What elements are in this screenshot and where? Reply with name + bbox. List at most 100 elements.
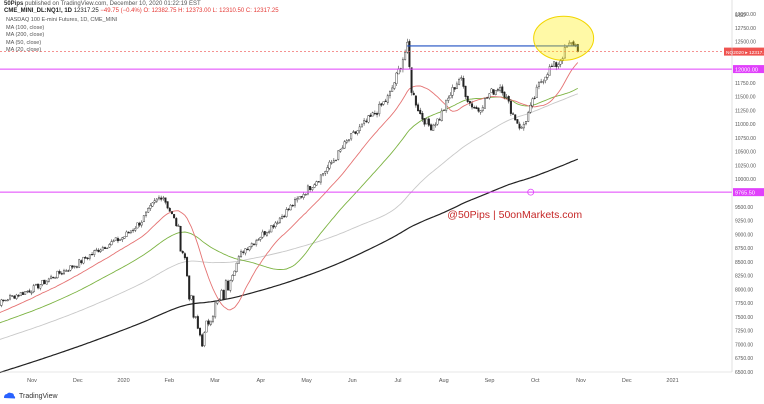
legend-ma-20[interactable]: MA (20, close) xyxy=(6,47,42,54)
candle-body xyxy=(436,118,439,125)
candle-body xyxy=(533,97,536,99)
candle-body xyxy=(30,292,33,294)
candle-body xyxy=(442,109,445,112)
annotation-text[interactable]: @50Pips | 50onMarkets.com xyxy=(447,209,582,221)
price-tick-label: 6500.00 xyxy=(735,370,753,376)
candle-body xyxy=(492,89,495,95)
candle-body xyxy=(386,95,389,103)
candle-body xyxy=(354,131,357,134)
candle-body xyxy=(82,256,85,264)
candle-body xyxy=(302,194,305,198)
price-tick-label: 8000.00 xyxy=(735,287,753,293)
candle-body xyxy=(503,91,506,98)
tradingview-logo-icon xyxy=(4,392,16,399)
legend-ma-100[interactable]: MA (100, close) xyxy=(6,24,45,31)
level-price-text: 9765.50 xyxy=(735,191,755,197)
time-tick-label: Sep xyxy=(485,378,495,384)
time-tick-label: Apr xyxy=(256,378,265,384)
candle-body xyxy=(531,98,534,107)
candle-body xyxy=(363,120,366,124)
plot-area[interactable] xyxy=(0,14,732,372)
candle-body xyxy=(311,187,314,191)
candle-body xyxy=(475,106,478,109)
candle-body xyxy=(291,205,294,207)
highlight-ellipse[interactable] xyxy=(533,15,595,61)
candle-body xyxy=(119,238,122,241)
candle-body xyxy=(220,290,223,301)
candle-body xyxy=(527,112,530,122)
candle-body xyxy=(147,207,150,213)
price-tick-label: 12750.00 xyxy=(735,26,756,32)
price-tick-label: 10750.00 xyxy=(735,136,756,142)
candle-body xyxy=(173,214,176,219)
candle-body xyxy=(127,232,130,234)
candle-body xyxy=(229,280,232,291)
price-tick-label: 7750.00 xyxy=(735,301,753,307)
candle-body xyxy=(449,95,452,99)
candle-body xyxy=(121,237,124,240)
candle-body xyxy=(4,299,7,302)
price-tick-label: 11500.00 xyxy=(735,95,756,101)
candle-body xyxy=(203,332,206,346)
candle-body xyxy=(337,150,340,160)
candle-body xyxy=(380,103,383,106)
candle-body xyxy=(177,225,180,227)
candle-body xyxy=(546,74,549,78)
candle-body xyxy=(378,103,381,115)
level-marker-icon xyxy=(527,188,535,196)
candle-body xyxy=(423,118,426,125)
candle-body xyxy=(430,124,433,131)
candle-body xyxy=(196,316,199,329)
candle-body xyxy=(123,236,126,239)
candle-body xyxy=(365,120,368,122)
candle-body xyxy=(483,98,486,109)
tradingview-footer[interactable]: TradingView xyxy=(3,392,58,400)
candle-body xyxy=(129,230,132,233)
price-tick-label: 12500.00 xyxy=(735,40,756,46)
candle-body xyxy=(479,110,482,113)
candle-body xyxy=(440,110,443,121)
candle-body xyxy=(557,64,560,67)
candle-body xyxy=(54,277,57,279)
candle-body xyxy=(335,159,338,162)
time-tick-label: Nov xyxy=(576,378,586,384)
candle-body xyxy=(6,299,9,301)
candle-body xyxy=(395,72,398,84)
candle-body xyxy=(24,291,27,295)
price-tick-label: 7000.00 xyxy=(735,342,753,348)
candle-body xyxy=(324,171,327,174)
candle-body xyxy=(544,76,547,81)
candle-body xyxy=(481,107,484,111)
candle-body xyxy=(507,96,510,102)
currency-label: USD xyxy=(735,13,746,19)
candle-body xyxy=(15,294,18,299)
candle-body xyxy=(412,92,415,96)
candle-body xyxy=(114,237,117,241)
candle-body xyxy=(332,160,335,163)
candle-body xyxy=(298,196,301,200)
candle-body xyxy=(186,257,189,277)
candle-body xyxy=(505,96,508,99)
legend-ma-200[interactable]: MA (200, close) xyxy=(6,32,45,39)
candle-body xyxy=(45,280,48,285)
candle-body xyxy=(88,254,91,259)
price-tick-label: 8250.00 xyxy=(735,274,753,280)
legend-ma-50[interactable]: MA (50, close) xyxy=(6,39,42,46)
candle-body xyxy=(347,139,350,141)
candle-body xyxy=(548,66,551,76)
candle-body xyxy=(393,82,396,89)
candle-body xyxy=(319,174,322,183)
publish-header: 50Pips published on TradingView.com, Dec… xyxy=(4,1,201,8)
candle-body xyxy=(233,270,236,276)
candle-body xyxy=(300,196,303,198)
price-tick-label: 10000.00 xyxy=(735,177,756,183)
candle-body xyxy=(283,215,286,218)
candle-body xyxy=(352,131,355,133)
candle-body xyxy=(166,201,169,209)
candle-body xyxy=(19,292,22,297)
candle-body xyxy=(71,265,74,268)
candle-body xyxy=(183,253,186,259)
candle-body xyxy=(222,289,225,300)
candle-body xyxy=(136,222,139,229)
